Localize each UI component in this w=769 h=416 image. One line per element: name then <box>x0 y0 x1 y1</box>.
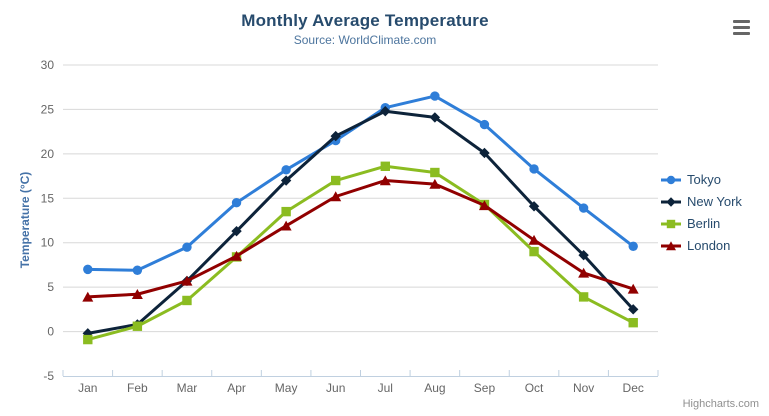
marker-berlin[interactable] <box>331 175 341 186</box>
x-axis-label: Jul <box>378 381 393 395</box>
marker-new-york[interactable] <box>330 130 341 142</box>
marker-tokyo[interactable] <box>479 119 490 130</box>
x-axis-label: Dec <box>623 381 644 395</box>
marker-tokyo[interactable] <box>83 264 93 275</box>
marker-new-york[interactable] <box>578 249 589 261</box>
x-axis-label: Sep <box>474 381 496 395</box>
marker-tokyo[interactable] <box>132 265 143 275</box>
marker-london[interactable] <box>330 191 342 202</box>
export-menu-button[interactable] <box>733 20 750 35</box>
marker-berlin[interactable] <box>83 334 93 345</box>
x-axis-label: Oct <box>525 381 544 395</box>
y-axis-label: 0 <box>47 325 54 339</box>
chart-title: Monthly Average Temperature <box>241 11 489 30</box>
chart-subtitle: Source: WorldClimate.com <box>293 33 437 47</box>
legend-item-tokyo[interactable]: Tokyo <box>660 172 742 187</box>
marker-new-york[interactable] <box>528 201 540 212</box>
y-axis-label: -5 <box>43 369 54 383</box>
marker-london-legend[interactable] <box>666 240 676 250</box>
marker-tokyo[interactable] <box>182 242 192 252</box>
marker-london[interactable] <box>578 267 590 278</box>
marker-new-york[interactable] <box>280 175 292 186</box>
x-axis-label: May <box>275 381 298 395</box>
marker-london[interactable] <box>528 234 540 245</box>
square-legend-symbol-icon <box>661 219 681 228</box>
x-axis-label: Jun <box>326 381 345 395</box>
legend-label: Tokyo <box>687 172 721 187</box>
marker-london[interactable] <box>82 291 94 302</box>
x-axis-label: Jan <box>78 381 97 395</box>
marker-new-york-legend[interactable] <box>666 196 676 207</box>
circle-legend-symbol-icon <box>661 175 681 184</box>
series-line-berlin[interactable] <box>86 164 635 342</box>
y-axis-label: 10 <box>41 236 55 250</box>
legend-label: London <box>687 238 731 253</box>
marker-tokyo[interactable] <box>281 165 291 175</box>
x-axis-label: Mar <box>177 381 198 395</box>
legend-label: New York <box>687 194 742 209</box>
marker-tokyo[interactable] <box>430 91 440 101</box>
x-axis-label: Feb <box>127 381 148 395</box>
marker-tokyo[interactable] <box>529 164 539 174</box>
marker-london[interactable] <box>627 283 639 294</box>
marker-berlin[interactable] <box>132 321 143 331</box>
marker-london[interactable] <box>379 175 391 186</box>
x-axis-label: Nov <box>573 381 594 395</box>
y-axis-label: 30 <box>41 58 55 72</box>
legend-item-berlin[interactable]: Berlin <box>660 216 742 231</box>
marker-berlin[interactable] <box>281 206 291 217</box>
marker-berlin[interactable] <box>430 167 440 178</box>
marker-london[interactable] <box>231 250 243 261</box>
marker-new-york[interactable] <box>380 106 391 117</box>
marker-berlin[interactable] <box>182 295 192 306</box>
x-axis-label: Aug <box>424 381 445 395</box>
legend-label: Berlin <box>687 216 721 231</box>
marker-new-york[interactable] <box>479 147 490 159</box>
marker-tokyo-legend[interactable] <box>666 175 676 184</box>
marker-berlin-legend[interactable] <box>666 219 676 228</box>
marker-new-york[interactable] <box>628 304 639 315</box>
legend: Tokyo New York Berlin London <box>660 172 742 253</box>
marker-london[interactable] <box>478 200 490 211</box>
series-line-new-york[interactable] <box>86 109 635 335</box>
y-axis-label: 15 <box>41 191 55 205</box>
x-axis-label: Apr <box>227 381 246 395</box>
legend-item-london[interactable]: London <box>660 238 742 253</box>
marker-london[interactable] <box>280 220 292 231</box>
marker-berlin[interactable] <box>578 292 589 302</box>
y-axis-label: 5 <box>47 280 54 294</box>
marker-new-york[interactable] <box>429 112 441 123</box>
legend-item-new-york[interactable]: New York <box>660 194 742 209</box>
marker-tokyo[interactable] <box>231 198 242 208</box>
marker-berlin[interactable] <box>529 246 539 257</box>
y-axis-label: 25 <box>41 102 55 116</box>
marker-berlin[interactable] <box>380 161 390 171</box>
marker-london[interactable] <box>181 275 193 286</box>
marker-london[interactable] <box>131 289 143 299</box>
marker-new-york[interactable] <box>231 225 242 237</box>
marker-berlin[interactable] <box>628 317 638 328</box>
triangle-legend-symbol-icon <box>661 240 681 250</box>
marker-london[interactable] <box>429 178 441 189</box>
hamburger-menu-icon <box>733 26 750 29</box>
diamond-legend-symbol-icon <box>661 196 681 207</box>
hamburger-menu-icon <box>733 20 750 23</box>
marker-tokyo[interactable] <box>578 203 589 213</box>
y-axis-label: 20 <box>41 147 55 161</box>
series-line-london[interactable] <box>86 179 635 299</box>
marker-tokyo[interactable] <box>628 241 638 251</box>
hamburger-menu-icon <box>733 32 750 35</box>
credits-link[interactable]: Highcharts.com <box>682 398 759 410</box>
